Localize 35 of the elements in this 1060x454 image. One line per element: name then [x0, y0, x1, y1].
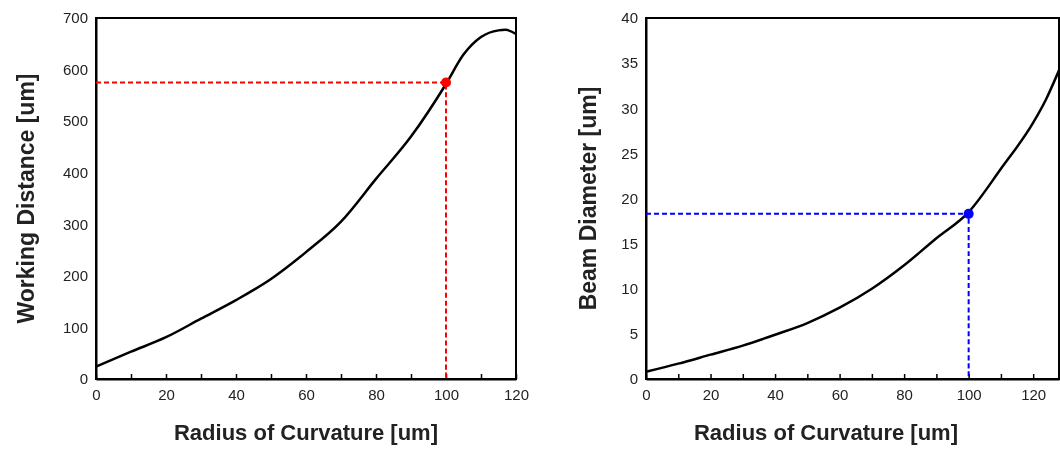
y-tick-label: 0 [629, 370, 638, 388]
y-tick-label: 20 [621, 189, 638, 207]
x-tick-label: 100 [433, 385, 460, 403]
x-tick-label: 100 [956, 385, 982, 403]
x-axis-title: Radius of Curvature [um] [693, 420, 959, 445]
y-tick-label: 500 [62, 112, 88, 130]
y-tick-label: 0 [79, 370, 88, 388]
x-tick-label: 80 [368, 385, 385, 403]
x-tick-label: 20 [702, 385, 720, 403]
y-tick-label: 40 [621, 9, 638, 27]
y-tick-label: 15 [621, 234, 638, 252]
x-tick-label: 80 [896, 385, 913, 403]
x-tick-label: 120 [503, 385, 530, 403]
y-tick-label: 10 [621, 280, 638, 298]
x-tick-label: 0 [92, 385, 101, 403]
y-tick-label: 600 [62, 60, 88, 78]
x-tick-label: 40 [767, 385, 784, 403]
x-tick-label: 60 [298, 385, 315, 403]
x-tick-label: 20 [158, 385, 175, 403]
y-tick-label: 300 [62, 215, 88, 233]
x-tick-label: 120 [1021, 385, 1047, 403]
y-tick-label: 30 [621, 99, 638, 117]
y-tick-label: 400 [62, 164, 88, 182]
y-tick-label: 700 [62, 9, 88, 27]
x-axis-title: Radius of Curvature [um] [173, 420, 439, 445]
x-tick-label: 0 [642, 385, 651, 403]
y-tick-label: 35 [621, 54, 638, 72]
y-tick-label: 200 [62, 267, 88, 285]
x-tick-label: 40 [228, 385, 245, 403]
x-tick-label: 60 [831, 385, 849, 403]
y-tick-label: 25 [621, 144, 638, 162]
y-axis-title: Working Distance [um] [13, 73, 39, 324]
y-tick-label: 100 [62, 318, 88, 336]
y-tick-label: 5 [629, 325, 638, 343]
y-axis-title: Beam Diameter [um] [575, 86, 601, 311]
